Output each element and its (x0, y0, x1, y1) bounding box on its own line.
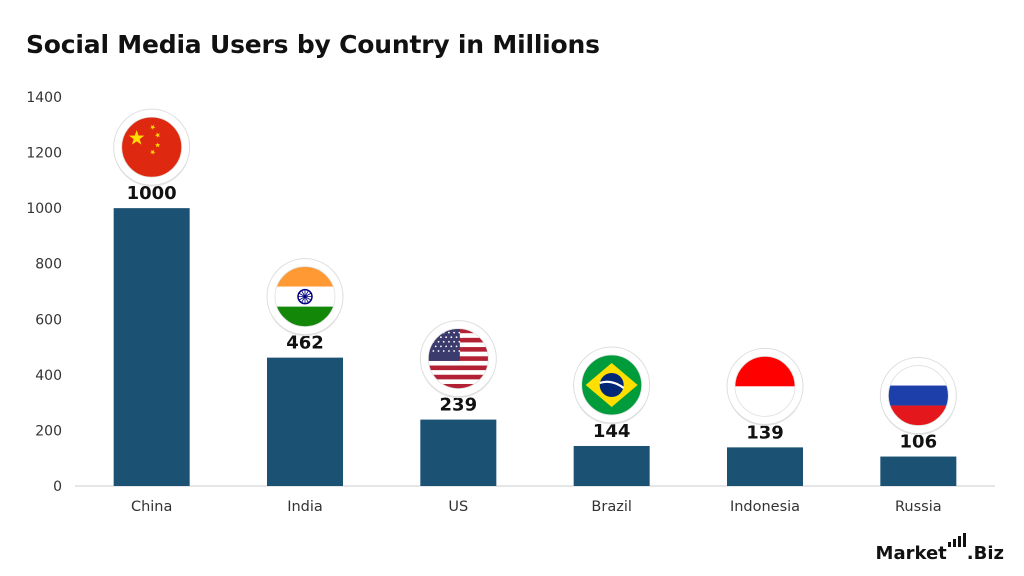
y-tick-label: 1000 (26, 201, 62, 217)
indonesia-flag-icon (726, 347, 804, 426)
bar-india (267, 357, 343, 486)
brazil-flag-icon (573, 346, 651, 425)
y-tick-label: 600 (35, 312, 62, 328)
bar-china (113, 208, 190, 486)
category-label-russia: Russia (895, 499, 942, 515)
bar-brazil (573, 445, 650, 486)
category-label-india: India (287, 499, 323, 515)
india-flag-icon (266, 258, 344, 337)
china-flag-icon (113, 108, 191, 187)
value-label-china: 1000 (127, 183, 177, 204)
value-label-us: 239 (440, 395, 478, 416)
y-tick-label: 200 (35, 423, 62, 439)
value-label-indonesia: 139 (746, 422, 784, 443)
value-label-india: 462 (286, 333, 324, 354)
value-label-russia: 106 (900, 432, 938, 453)
category-label-us: US (448, 499, 468, 515)
category-label-brazil: Brazil (591, 499, 631, 515)
logo-bars-icon (947, 533, 966, 547)
y-tick-label: 400 (35, 368, 62, 384)
value-label-brazil: 144 (593, 421, 631, 442)
y-tick-label: 800 (35, 257, 62, 273)
chart-title: Social Media Users by Country in Million… (26, 30, 600, 59)
us-flag-icon (419, 320, 497, 399)
y-tick-label: 1200 (26, 146, 62, 162)
logo-text-left: Market (875, 543, 947, 564)
bar-indonesia (727, 447, 803, 486)
logo-text-right: .Biz (966, 543, 1004, 564)
category-label-china: China (131, 499, 172, 515)
y-tick-label: 0 (53, 479, 62, 495)
marketbiz-logo: Market .Biz (876, 533, 1004, 564)
bar-russia (880, 456, 957, 486)
russia-flag-icon (879, 357, 957, 436)
category-label-indonesia: Indonesia (730, 499, 800, 515)
y-tick-label: 1400 (26, 90, 62, 106)
bar-us (420, 419, 497, 486)
